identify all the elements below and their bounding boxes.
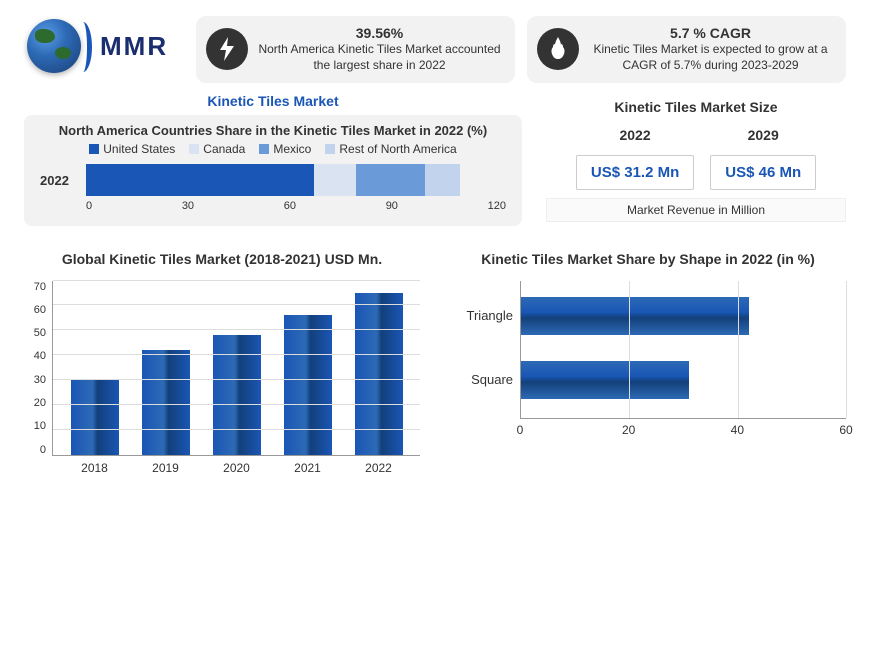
bar-segment	[356, 164, 426, 196]
legend-item: Rest of North America	[325, 142, 456, 156]
chart-bar	[142, 350, 190, 454]
section-title: Kinetic Tiles Market	[24, 93, 522, 109]
chart-title: Kinetic Tiles Market Share by Shape in 2…	[450, 250, 846, 268]
axis-label: 2018	[81, 461, 108, 475]
globe-icon	[24, 16, 94, 76]
axis-tick: 70	[24, 281, 46, 293]
axis-tick: 20	[24, 397, 46, 409]
chart-bar	[521, 361, 689, 399]
market-size-title: Kinetic Tiles Market Size	[546, 99, 846, 115]
axis-tick: 30	[182, 200, 194, 212]
na-share-chart: North America Countries Share in the Kin…	[24, 115, 522, 226]
chart-bar-row: Square	[451, 355, 846, 405]
axis-tick: 20	[622, 423, 635, 437]
axis-tick: 60	[284, 200, 296, 212]
row-label: 2022	[40, 173, 78, 188]
legend-item: Canada	[189, 142, 245, 156]
stat-body: Kinetic Tiles Market is expected to grow…	[593, 42, 827, 72]
axis-label: Square	[451, 372, 521, 387]
axis-tick: 60	[839, 423, 852, 437]
axis-label: Triangle	[451, 308, 521, 323]
chart-title: Global Kinetic Tiles Market (2018-2021) …	[24, 250, 420, 268]
flame-icon	[537, 28, 579, 70]
stat-card-share: 39.56% North America Kinetic Tiles Marke…	[196, 16, 515, 83]
axis-tick: 50	[24, 327, 46, 339]
bar-segment	[314, 164, 356, 196]
legend-item: Mexico	[259, 142, 311, 156]
axis-label: 2021	[294, 461, 321, 475]
axis-label: 2022	[365, 461, 392, 475]
legend-item: United States	[89, 142, 175, 156]
axis-tick: 0	[86, 200, 92, 212]
axis-tick: 90	[386, 200, 398, 212]
axis-tick: 10	[24, 420, 46, 432]
axis-tick: 0	[517, 423, 524, 437]
stat-card-cagr: 5.7 % CAGR Kinetic Tiles Market is expec…	[527, 16, 846, 83]
axis-label: 2019	[152, 461, 179, 475]
logo-text: MMR	[100, 31, 168, 62]
axis-tick: 120	[488, 200, 506, 212]
stat-body: North America Kinetic Tiles Market accou…	[258, 42, 500, 72]
stat-headline: 5.7 % CAGR	[589, 24, 832, 42]
axis-tick: 60	[24, 304, 46, 316]
shape-share-chart: Kinetic Tiles Market Share by Shape in 2…	[450, 250, 846, 480]
logo: MMR	[24, 16, 184, 76]
bar-segment	[86, 164, 314, 196]
axis-tick: 40	[731, 423, 744, 437]
chart-bar	[521, 297, 749, 335]
chart-title: North America Countries Share in the Kin…	[40, 123, 506, 138]
bolt-icon	[206, 28, 248, 70]
chart-bar	[284, 315, 332, 454]
axis-tick: 40	[24, 350, 46, 362]
chart-bar	[355, 293, 403, 455]
market-size-box: 2022US$ 31.2 Mn	[576, 127, 694, 190]
global-market-chart: Global Kinetic Tiles Market (2018-2021) …	[24, 250, 420, 480]
axis-tick: 30	[24, 374, 46, 386]
stacked-bar	[86, 164, 506, 196]
axis-label: 2020	[223, 461, 250, 475]
chart-bar	[71, 380, 119, 455]
bar-segment	[425, 164, 460, 196]
market-size-caption: Market Revenue in Million	[546, 198, 846, 222]
chart-bar-row: Triangle	[451, 291, 846, 341]
chart-bar	[213, 335, 261, 454]
stat-headline: 39.56%	[258, 24, 501, 42]
axis-tick: 0	[24, 444, 46, 456]
market-size-box: 2029US$ 46 Mn	[710, 127, 816, 190]
